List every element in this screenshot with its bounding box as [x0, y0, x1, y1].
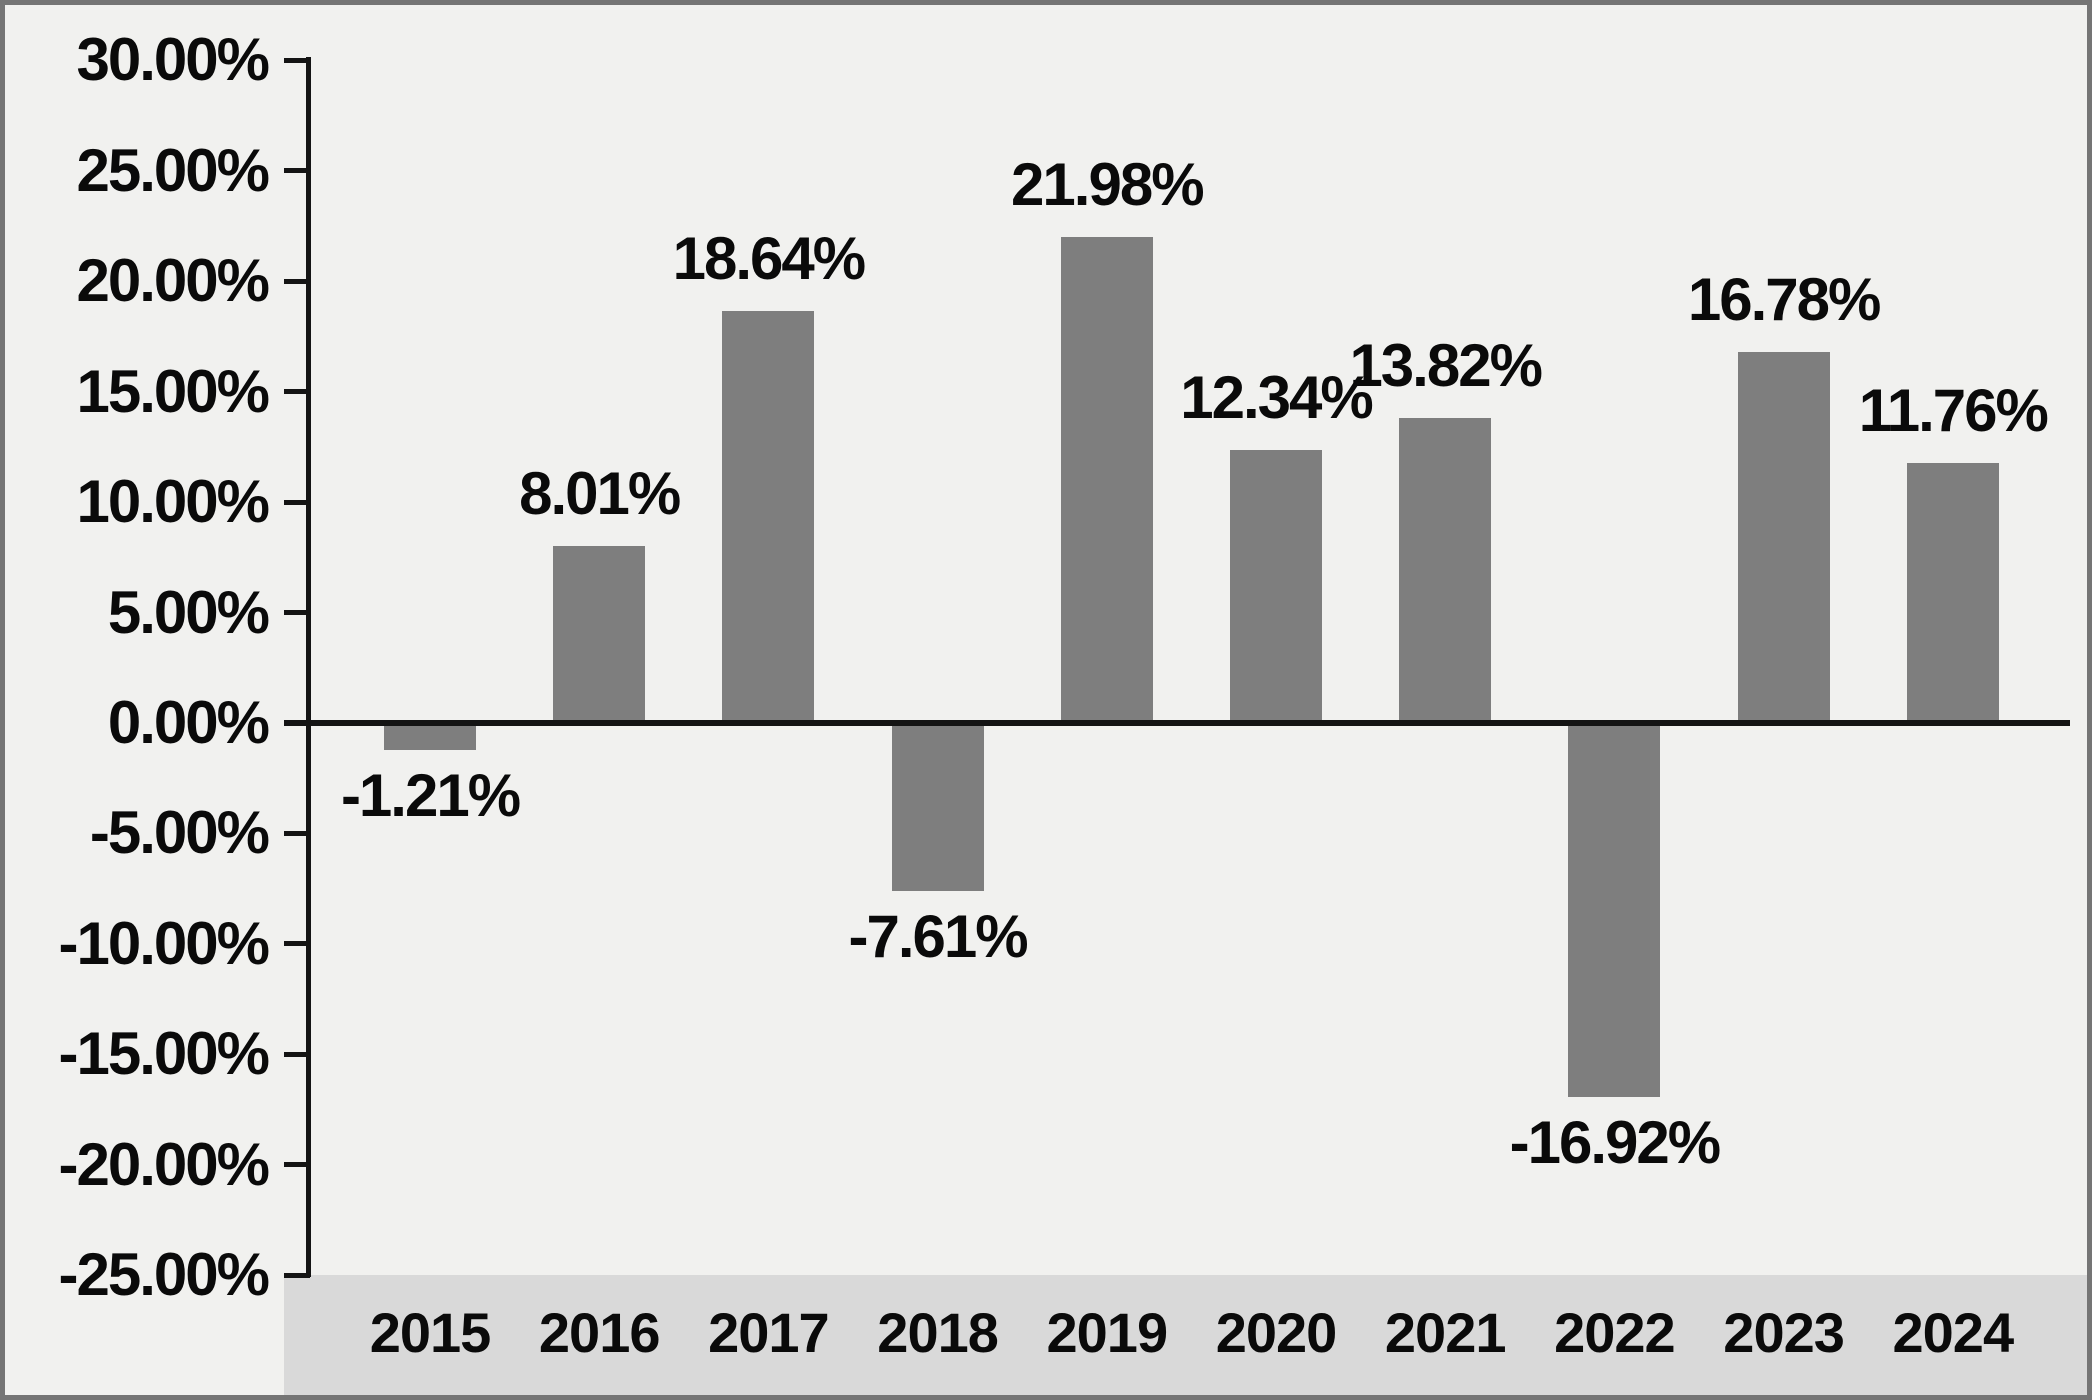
x-category-label-2019: 2019: [1046, 1301, 1169, 1364]
value-label-2024: 11.76%: [1858, 377, 2049, 445]
y-axis-tick-label: -5.00%: [89, 799, 270, 867]
bar-2016: [553, 546, 646, 723]
y-axis-tick-label: -10.00%: [58, 909, 270, 977]
bar-2017: [722, 311, 815, 723]
x-category-label-2017: 2017: [708, 1301, 830, 1364]
y-axis-tick-label: 10.00%: [76, 468, 271, 536]
bar-2024: [1906, 463, 1999, 723]
y-axis-tick-label: 15.00%: [76, 357, 271, 425]
x-category-label-2016: 2016: [538, 1301, 661, 1364]
value-label-2020: 12.34%: [1180, 364, 1373, 432]
y-axis-tick-label: 30.00%: [76, 26, 271, 94]
x-category-label-2024: 2024: [1892, 1301, 2015, 1364]
bar-2023: [1737, 352, 1830, 723]
x-category-label-2018: 2018: [877, 1301, 999, 1364]
x-category-label-2023: 2023: [1723, 1301, 1845, 1364]
y-axis-tick-label: 20.00%: [76, 247, 271, 315]
y-axis-tick: [284, 168, 310, 174]
y-axis-line: [306, 57, 311, 1277]
y-axis-tick-label: -25.00%: [58, 1241, 270, 1309]
value-label-2021: 13.82%: [1349, 331, 1542, 399]
y-axis-tick: [284, 278, 310, 284]
value-label-2018: -7.61%: [848, 903, 1029, 971]
y-axis-tick-label: 5.00%: [107, 578, 270, 646]
y-axis-tick: [284, 389, 310, 395]
y-axis-tick: [284, 499, 310, 505]
bar-2022: [1568, 723, 1661, 1097]
y-axis-tick-label: 0.00%: [107, 689, 270, 756]
y-axis-tick: [284, 1272, 310, 1278]
value-label-2023: 16.78%: [1687, 266, 1881, 334]
y-axis-tick: [284, 1051, 310, 1057]
y-axis-tick: [284, 941, 310, 947]
x-axis-band: [284, 1275, 2087, 1395]
value-label-2022: -16.92%: [1509, 1108, 1721, 1176]
x-category-label-2021: 2021: [1384, 1301, 1507, 1364]
value-label-2019: 21.98%: [1011, 151, 1204, 219]
y-axis-tick: [284, 830, 310, 836]
x-category-label-2020: 2020: [1215, 1301, 1338, 1364]
y-axis-tick-label: -20.00%: [58, 1130, 270, 1198]
y-axis-tick-label: -15.00%: [58, 1020, 270, 1088]
value-label-2015: -1.21%: [340, 761, 521, 829]
bar-2015: [384, 723, 476, 750]
bar-2018: [891, 723, 984, 892]
value-label-2017: 18.64%: [672, 225, 866, 293]
bar-2021: [1399, 417, 1492, 723]
y-axis-tick: [284, 57, 310, 63]
zero-baseline: [284, 720, 2070, 726]
bar-2020: [1230, 450, 1322, 723]
y-axis-tick: [284, 610, 310, 616]
y-axis-tick-label: 25.00%: [76, 136, 271, 204]
x-category-label-2022: 2022: [1554, 1301, 1676, 1364]
value-label-2016: 8.01%: [519, 460, 681, 528]
x-category-label-2015: 2015: [369, 1301, 492, 1364]
bar-2019: [1060, 237, 1153, 723]
y-axis-tick: [284, 1162, 310, 1168]
